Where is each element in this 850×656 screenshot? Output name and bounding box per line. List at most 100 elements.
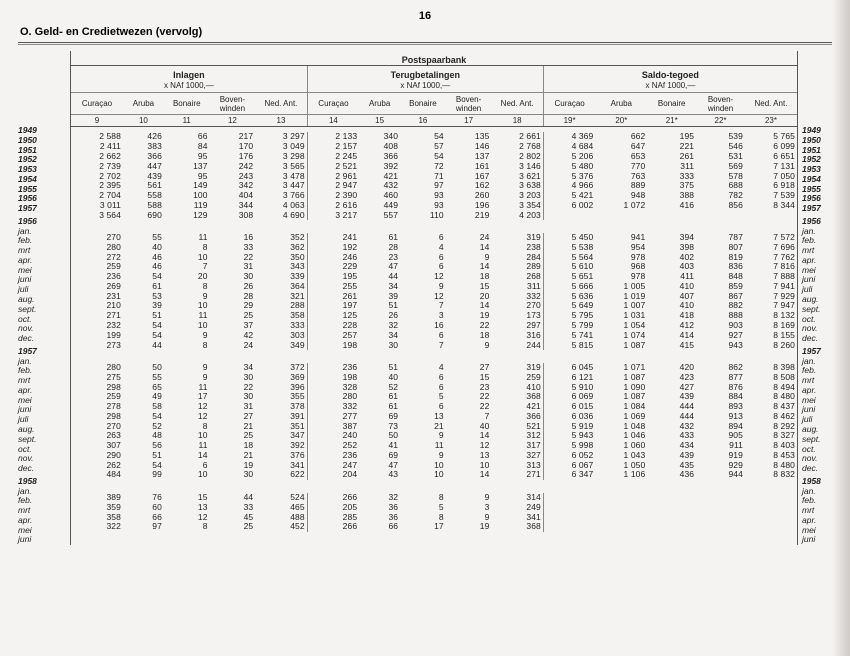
cell [696,503,745,513]
row-labels-left: 1949195019511952195319541955195619571956… [18,51,70,545]
cell: 8 344 [745,201,797,211]
cell: 4 690 [255,211,307,221]
cell [543,513,595,523]
cell [745,493,797,503]
col-number: 11 [164,115,210,127]
col-header: Bonaire [164,92,210,114]
col-header: Aruba [123,92,164,114]
cell: 273 [71,341,123,351]
cell: 6 347 [543,470,595,480]
cell: 244 [491,341,543,351]
cell: 110 [400,211,446,221]
table-row: 3596013334652053653249 [71,503,797,513]
cell [595,513,647,523]
cell: 14 [446,470,492,480]
cell: 30 [210,470,256,480]
group-header-unit: x NAf 1000,— [307,81,543,93]
row-label: dec. [802,464,832,474]
col-header: Ned. Ant. [745,92,797,114]
cell [595,522,647,532]
cell [745,513,797,523]
cell: 322 [71,522,123,532]
group-header: Inlagen [71,66,307,81]
row-label: 1957 [18,204,66,214]
cell: 17 [400,522,446,532]
cell: 308 [210,211,256,221]
col-header: Aruba [595,92,647,114]
cell [745,522,797,532]
rule [18,42,832,43]
cell: 484 [71,470,123,480]
cell: 856 [696,201,745,211]
col-number: 19* [543,115,595,127]
cell: 416 [647,201,696,211]
cell [595,493,647,503]
col-number: 16 [400,115,446,127]
group-header-unit: x NAf 1000,— [543,81,797,93]
col-header: Curaçao [71,92,123,114]
cell: 349 [255,341,307,351]
col-header: Bonaire [647,92,696,114]
cell: 30 [359,341,400,351]
col-number: 17 [446,115,492,127]
table-row: 32297825452266661719368 [71,522,797,532]
cell [696,513,745,523]
cell: 3 217 [307,211,359,221]
col-number: 20* [595,115,647,127]
group-header: Saldo-tegoed [543,66,797,81]
col-header: Curaçao [543,92,595,114]
cell: 266 [307,522,359,532]
cell: 19 [446,522,492,532]
col-header: Ned. Ant. [491,92,543,114]
cell [543,503,595,513]
cell: 6 002 [543,201,595,211]
table-title: Postspaarbank [71,51,797,65]
col-header: Aruba [359,92,400,114]
cell: 8 [164,522,210,532]
col-header: Boven-winden [446,92,492,114]
cell: 436 [647,470,696,480]
page: 16 O. Geld- en Credietwezen (vervolg) 19… [0,0,850,656]
cell: 97 [123,522,164,532]
cell [543,493,595,503]
cell [745,503,797,513]
col-number: 22* [696,115,745,127]
col-number: 18 [491,115,543,127]
col-header: Boven-winden [696,92,745,114]
col-number: 15 [359,115,400,127]
cell [543,522,595,532]
cell [543,211,595,221]
cell: 368 [491,522,543,532]
col-number: 10 [123,115,164,127]
cell: 8 832 [745,470,797,480]
col-number: 21* [647,115,696,127]
cell: 5 815 [543,341,595,351]
cell: 129 [164,211,210,221]
row-label: dec. [18,334,66,344]
col-number: 12 [210,115,256,127]
cell: 198 [307,341,359,351]
cell [595,211,647,221]
page-number: 16 [18,10,832,22]
section-title: O. Geld- en Credietwezen (vervolg) [20,26,832,38]
cell: 1 106 [595,470,647,480]
col-header: Boven-winden [210,92,256,114]
cell: 415 [647,341,696,351]
col-number: 9 [71,115,123,127]
cell: 1 072 [595,201,647,211]
row-label: juni [802,535,832,545]
cell: 4 203 [491,211,543,221]
row-label: juni [18,535,66,545]
cell: 9 [446,341,492,351]
cell: 943 [696,341,745,351]
table-sheet: 1949195019511952195319541955195619571956… [18,51,832,545]
cell: 204 [307,470,359,480]
rule [18,44,832,45]
cell [647,522,696,532]
cell: 24 [210,341,256,351]
row-labels-right: 1949195019511952195319541955195619571956… [798,51,832,545]
cell: 622 [255,470,307,480]
cell: 219 [446,211,492,221]
cell: 7 [400,341,446,351]
cell: 557 [359,211,400,221]
